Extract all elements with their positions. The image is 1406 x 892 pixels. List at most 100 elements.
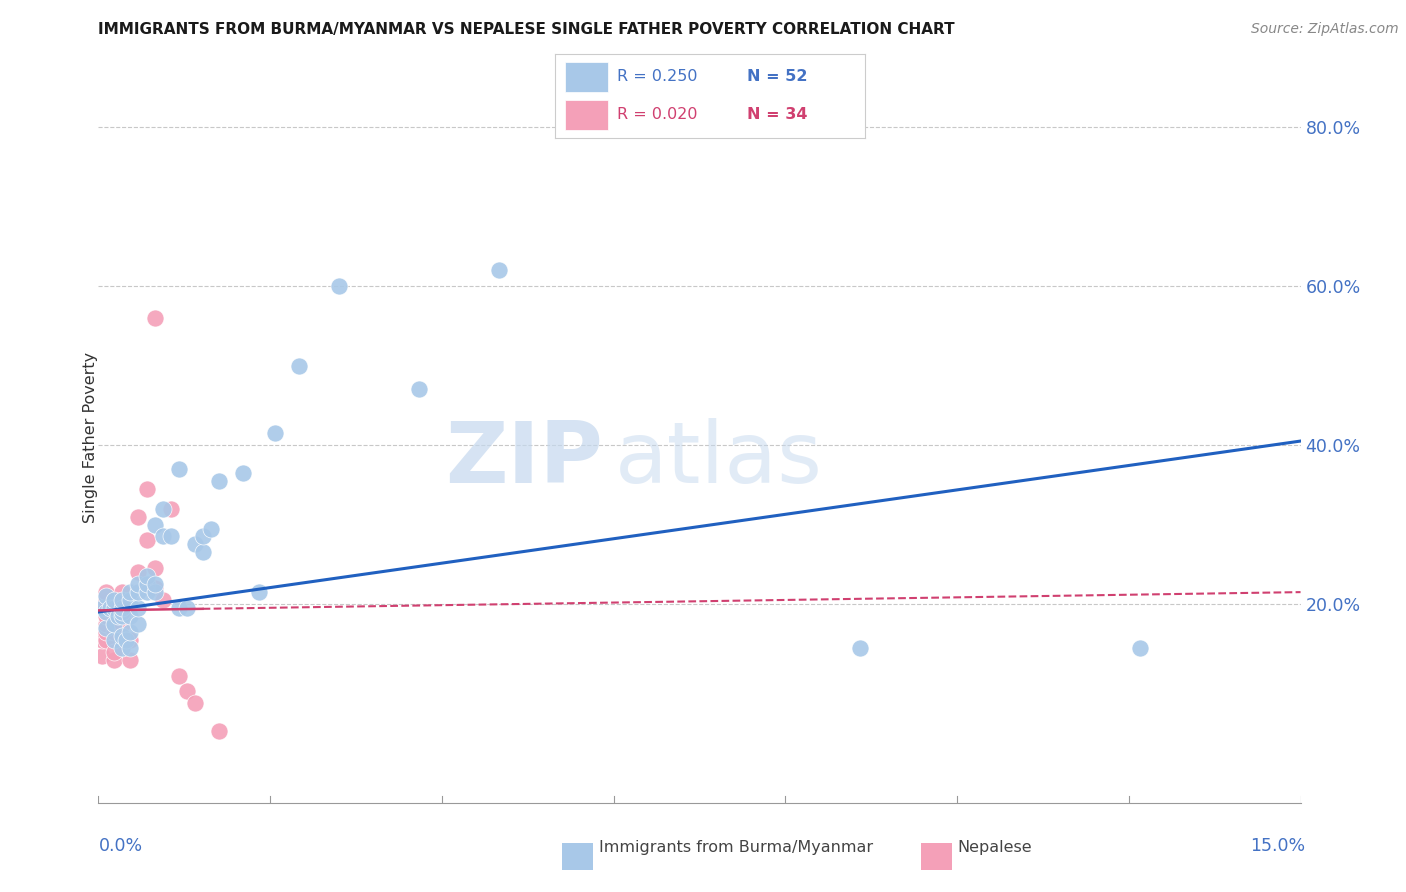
Point [115,632,138,647]
Point [96,593,118,607]
Point [91,648,114,663]
Point [103,601,125,615]
Point [103,609,125,624]
Point [128,616,150,631]
Point [91,632,114,647]
Point [128,566,150,580]
Point [100,601,122,615]
Point [103,616,125,631]
Point [111,601,134,615]
Point [200,521,222,535]
Point [135,482,157,496]
Point [120,653,142,667]
Point [135,569,157,583]
Point [128,509,150,524]
Point [143,585,166,599]
Point [488,263,510,277]
Point [176,684,198,698]
Point [96,616,118,631]
Point [143,561,166,575]
Point [111,616,134,631]
Text: R = 0.020: R = 0.020 [617,107,697,122]
Text: ZIP: ZIP [446,417,603,500]
Point [111,605,134,619]
Text: N = 34: N = 34 [747,107,807,122]
Point [103,593,125,607]
Point [103,624,125,639]
Point [152,593,174,607]
Point [111,629,134,643]
Point [96,609,118,624]
Point [128,601,150,615]
Point [135,577,157,591]
Point [208,724,231,739]
Point [96,589,118,603]
Text: atlas: atlas [616,417,824,500]
Text: IMMIGRANTS FROM BURMA/MYANMAR VS NEPALESE SINGLE FATHER POVERTY CORRELATION CHAR: IMMIGRANTS FROM BURMA/MYANMAR VS NEPALES… [98,22,955,37]
Point [103,632,125,647]
Point [152,501,174,516]
Point [111,640,134,655]
Y-axis label: Single Father Poverty: Single Father Poverty [83,351,97,523]
Point [191,545,214,559]
Point [232,466,254,480]
Point [408,383,430,397]
Point [120,632,142,647]
Point [111,593,134,607]
Point [263,426,285,441]
Point [120,624,142,639]
Point [96,621,118,635]
Point [183,537,205,551]
Text: 0.0%: 0.0% [98,837,142,855]
Point [143,310,166,325]
Text: R = 0.250: R = 0.250 [617,70,697,85]
Point [111,593,134,607]
Text: Immigrants from Burma/Myanmar: Immigrants from Burma/Myanmar [599,840,873,855]
Point [96,585,118,599]
Bar [565,62,607,92]
Point [159,529,181,543]
Point [288,359,311,373]
Point [107,609,129,624]
Point [328,279,350,293]
Text: N = 52: N = 52 [747,70,807,85]
Point [111,605,134,619]
Point [135,533,157,548]
Point [849,640,872,655]
Point [159,501,181,516]
Point [167,601,190,615]
Point [103,653,125,667]
Point [120,585,142,599]
Point [208,474,231,488]
Point [128,577,150,591]
Point [91,601,114,615]
Point [176,601,198,615]
Point [128,585,150,599]
Point [120,593,142,607]
Point [96,601,118,615]
Point [120,640,142,655]
Point [90,629,112,643]
Point [120,609,142,624]
Point [183,697,205,711]
Point [96,624,118,639]
Point [191,529,214,543]
Bar [565,100,607,130]
Point [167,462,190,476]
Point [1129,640,1152,655]
Point [111,585,134,599]
Point [143,577,166,591]
Point [143,517,166,532]
Point [135,585,157,599]
Text: 15.0%: 15.0% [1250,837,1305,855]
Point [96,601,118,615]
Point [152,529,174,543]
Point [143,581,166,595]
Point [167,668,190,682]
Text: Source: ZipAtlas.com: Source: ZipAtlas.com [1251,22,1399,37]
Point [247,585,270,599]
Point [96,632,118,647]
Point [103,645,125,659]
Point [96,605,118,619]
Point [111,609,134,624]
